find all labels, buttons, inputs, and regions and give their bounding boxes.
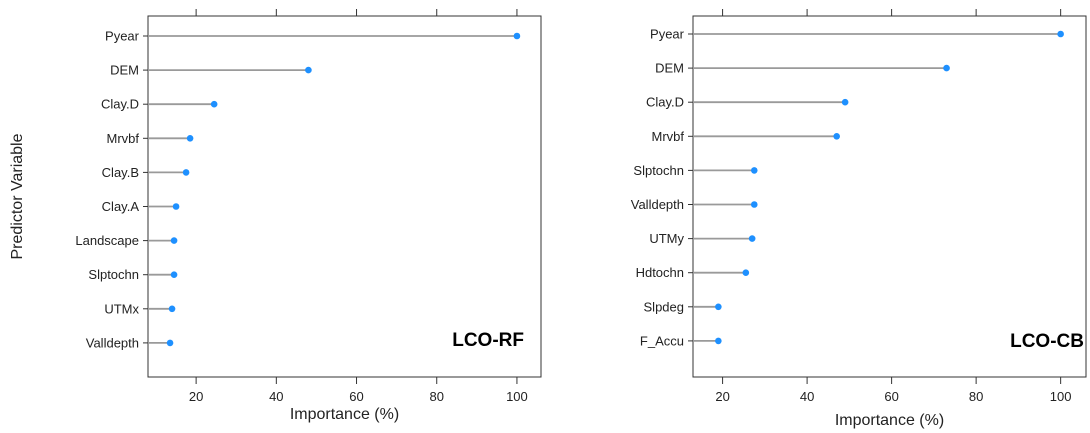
y-tick-label: Clay.D: [101, 97, 139, 112]
x-tick-label: 100: [1050, 389, 1072, 404]
x-tick-label: 80: [969, 389, 983, 404]
y-tick-label: Mrvbf: [107, 131, 140, 146]
x-tick-label: 100: [506, 389, 528, 404]
data-point: [715, 337, 722, 345]
panel-label: LCO-CB: [1010, 331, 1084, 352]
data-point: [841, 98, 849, 106]
y-tick-label: Hdtochn: [636, 265, 684, 280]
y-tick-label: Clay.D: [646, 95, 684, 110]
y-tick-label: F_Accu: [640, 333, 684, 348]
y-tick-label: Pyear: [650, 27, 685, 42]
y-tick-label: Clay.B: [102, 165, 139, 180]
y-tick-label: Slptochn: [633, 163, 684, 178]
x-tick-label: 40: [800, 389, 814, 404]
data-point: [748, 235, 756, 242]
data-point: [1057, 30, 1064, 38]
data-point: [166, 339, 174, 347]
x-tick-label: 60: [349, 389, 363, 404]
y-tick-label: Valldepth: [86, 335, 139, 350]
x-tick-label: 60: [884, 389, 898, 404]
y-tick-label: Valldepth: [631, 197, 684, 212]
data-point: [168, 305, 176, 313]
data-point: [750, 201, 758, 208]
plot-frame: [692, 15, 1087, 378]
y-tick-label: UTMy: [649, 231, 684, 246]
data-point: [170, 237, 178, 244]
x-axis-title: Importance (%): [290, 406, 399, 423]
data-point: [833, 133, 840, 140]
data-point: [715, 303, 722, 311]
data-point: [305, 66, 312, 74]
x-tick-label: 20: [189, 389, 203, 404]
data-point: [750, 167, 758, 174]
x-tick-label: 20: [715, 389, 729, 404]
data-point: [186, 135, 194, 142]
x-tick-label: 80: [430, 389, 444, 404]
y-tick-label: Pyear: [105, 29, 140, 44]
data-point: [513, 32, 521, 40]
y-tick-label: Slpdeg: [644, 299, 684, 314]
panel-label: LCO-RF: [452, 330, 524, 351]
data-point: [172, 203, 180, 210]
y-tick-label: DEM: [110, 63, 139, 78]
x-tick-label: 40: [269, 389, 283, 404]
data-point: [170, 271, 178, 279]
x-axis-title: Importance (%): [835, 412, 944, 429]
plot-frame: [147, 15, 542, 378]
y-tick-label: UTMx: [104, 301, 139, 316]
y-tick-label: Clay.A: [102, 199, 140, 214]
y-tick-label: Slptochn: [88, 267, 139, 282]
data-point: [742, 269, 750, 277]
chart-panel-2: 20 40 60 80 100 Pyear DEM Clay.D Mrvbf Slptochn Va…: [631, 9, 1087, 429]
data-point: [210, 100, 218, 108]
y-tick-label: Landscape: [75, 233, 139, 248]
data-point: [182, 169, 190, 176]
y-tick-label: Mrvbf: [652, 129, 685, 144]
data-point: [943, 64, 950, 72]
chart-panel-1: 20 40 60 80 100 Pyear DEM Clay.D Mrvbf Clay.B Clay…: [9, 9, 542, 423]
y-axis-title: Predictor Variable: [9, 133, 26, 259]
y-tick-label: DEM: [655, 61, 684, 76]
